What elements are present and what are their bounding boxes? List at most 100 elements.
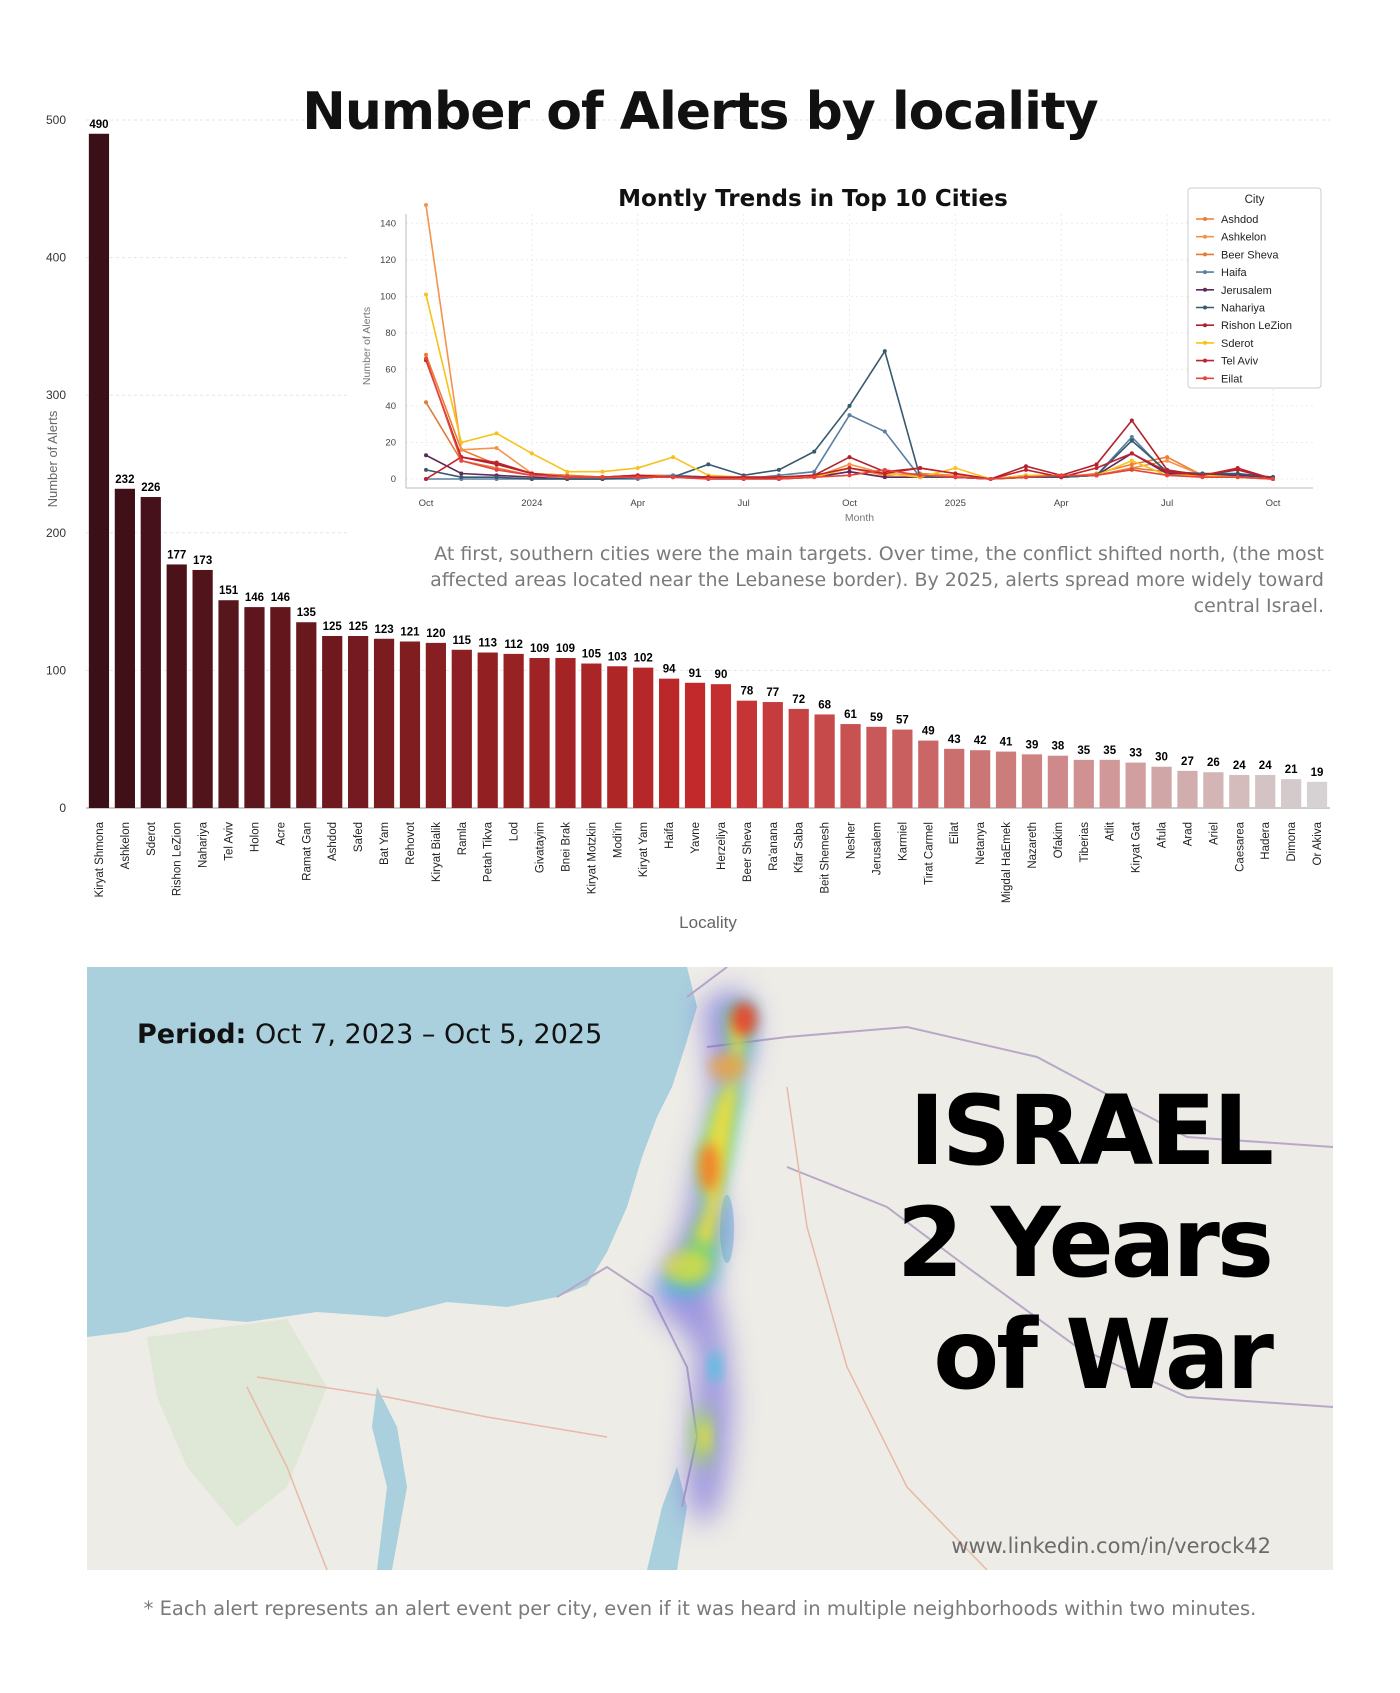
bar — [503, 653, 524, 808]
bar — [322, 636, 343, 808]
bar — [348, 636, 369, 808]
footnote: * Each alert represents an alert event p… — [143, 1597, 1257, 1620]
series-point — [1165, 458, 1170, 463]
category-label: Kiryat Motzkin — [586, 822, 598, 894]
series-point — [424, 203, 428, 207]
series-point — [953, 475, 958, 480]
period-value: Oct 7, 2023 – Oct 5, 2025 — [254, 1019, 603, 1050]
category-label: Sderot — [146, 821, 158, 856]
bar-value-label: 33 — [1129, 748, 1142, 760]
category-label: Acre — [275, 822, 287, 846]
series-point — [459, 471, 464, 476]
legend-swatch-marker — [1203, 376, 1207, 381]
bar-value-label: 30 — [1155, 752, 1168, 764]
y-tick-label: 100 — [380, 291, 396, 302]
bar — [1255, 774, 1276, 808]
legend-title: City — [1245, 194, 1265, 206]
x-tick-label: Apr — [1054, 498, 1069, 509]
series-point — [847, 455, 852, 460]
series-point — [671, 455, 676, 460]
series-point — [424, 356, 428, 361]
bar — [555, 658, 576, 808]
x-tick-label: Oct — [1266, 498, 1281, 509]
y-tick-label: 200 — [46, 526, 66, 540]
category-label: Ofakim — [1053, 822, 1065, 858]
category-label: Bnei Brak — [560, 822, 572, 872]
legend-swatch-marker — [1203, 323, 1207, 328]
category-label: Hadera — [1260, 821, 1272, 859]
bar — [1099, 759, 1120, 808]
bar-value-label: 21 — [1285, 764, 1298, 776]
series-point — [847, 466, 852, 471]
bar-value-label: 94 — [663, 664, 676, 676]
alert-heatmap: Period: Oct 7, 2023 – Oct 5, 2025 ISRAEL… — [87, 967, 1333, 1570]
bar — [659, 678, 680, 808]
bar-value-label: 42 — [974, 735, 987, 747]
bar-value-label: 39 — [1026, 739, 1039, 751]
category-label: Beit Shemesh — [820, 822, 832, 894]
bar-value-label: 120 — [426, 628, 445, 640]
category-label: Ra'anana — [768, 821, 780, 870]
road — [786, 1086, 988, 1570]
bar — [1203, 772, 1224, 808]
category-label: Holon — [249, 822, 261, 852]
bar-value-label: 61 — [844, 709, 857, 721]
category-label: Tel Aviv — [224, 822, 236, 861]
bar-value-label: 135 — [297, 607, 317, 619]
series-point — [953, 471, 958, 476]
line-chart: Montly Trends in Top 10 Cities 0 20 40 60 80 1… — [361, 186, 1322, 524]
category-label: Migdal HaEmek — [1001, 822, 1013, 903]
legend-entry: Sderot — [1221, 338, 1253, 350]
category-label: Ramla — [457, 821, 469, 855]
border-lebanon — [686, 967, 728, 998]
category-label: Nahariya — [198, 821, 210, 868]
y-tick-label: 500 — [46, 113, 66, 127]
category-label: Kiryat Gat — [1131, 821, 1143, 873]
series-point — [812, 475, 817, 480]
y-tick-label: 40 — [385, 401, 396, 412]
bar-value-label: 125 — [323, 621, 343, 633]
series-point — [847, 462, 852, 467]
bar-value-label: 24 — [1233, 760, 1246, 772]
series-point — [494, 467, 499, 472]
bar-value-label: 109 — [556, 643, 575, 655]
bar-value-label: 146 — [271, 592, 290, 604]
series-point — [882, 349, 887, 354]
category-label: Tirat Carmel — [923, 822, 935, 885]
bar-value-label: 35 — [1103, 745, 1116, 757]
x-tick-label: Jul — [1161, 498, 1173, 509]
series-point — [1129, 458, 1134, 463]
bar — [788, 708, 809, 808]
y-tick-label: 100 — [46, 663, 66, 677]
legend-swatch-marker — [1203, 358, 1207, 363]
series-point — [812, 469, 817, 474]
bar — [373, 638, 395, 808]
y-tick-label: 120 — [380, 255, 396, 266]
bar — [140, 497, 161, 808]
legend-entry: Haifa — [1221, 267, 1248, 279]
series-point — [424, 467, 428, 472]
series-point — [847, 403, 852, 408]
bar-value-label: 121 — [400, 627, 420, 639]
category-label: Nazareth — [1027, 822, 1039, 869]
x-tick-label: Apr — [630, 498, 645, 509]
series-point — [494, 431, 499, 436]
bar — [114, 488, 135, 808]
bar-value-label: 38 — [1051, 741, 1064, 753]
bar — [218, 600, 239, 808]
bar-value-label: 72 — [792, 694, 805, 706]
legend-entry: Rishon LeZion — [1221, 320, 1292, 332]
main-title: Number of Alerts by locality — [302, 82, 1098, 142]
series-point — [1023, 467, 1028, 472]
bar — [1177, 770, 1198, 808]
bar — [970, 750, 991, 808]
category-label: Ashdod — [327, 822, 339, 861]
series-point — [988, 477, 993, 481]
category-label: Ramat Gan — [301, 822, 313, 881]
legend-entry: Jerusalem — [1221, 285, 1272, 297]
series-point — [459, 440, 464, 445]
category-label: Ashkelon — [120, 822, 132, 869]
category-label: Lod — [509, 822, 521, 841]
category-label: Kfar Saba — [794, 821, 806, 873]
bar-value-label: 78 — [740, 686, 753, 698]
